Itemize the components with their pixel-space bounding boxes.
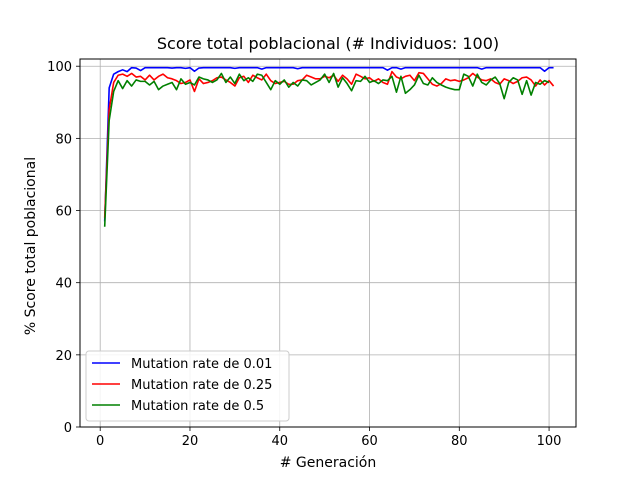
x-tick-label: 0 [96,434,104,449]
y-tick-label: 60 [55,205,72,220]
legend-label-2: Mutation rate de 0.5 [131,399,264,414]
legend-label-0: Mutation rate de 0.01 [131,357,272,372]
axis-ticks: 0 20 40 60 80 100 0 20 40 60 80 100 [47,60,561,449]
series-line-0 [103,66,554,222]
y-tick-label: 40 [55,277,72,292]
y-tick-label: 0 [64,421,72,436]
x-tick-label: 100 [537,434,562,449]
legend-box [85,350,290,422]
plot-frame [79,58,577,428]
y-axis-title: % Score total poblacional [23,157,39,335]
series-line-2 [103,72,550,227]
x-tick-label: 80 [451,434,468,449]
x-tick-label: 40 [271,434,288,449]
series-lines [103,66,555,227]
x-tick-label: 60 [361,434,378,449]
legend: Mutation rate de 0.01 Mutation rate de 0.… [85,350,290,422]
legend-label-1: Mutation rate de 0.25 [131,378,272,393]
chart-title: Score total poblacional (# Individuos: 1… [157,34,499,53]
y-tick-label: 20 [55,349,72,364]
x-axis-title: # Generación [280,455,377,471]
y-tick-label: 100 [47,60,72,75]
x-tick-label: 20 [182,434,199,449]
y-tick-label: 80 [55,132,72,147]
